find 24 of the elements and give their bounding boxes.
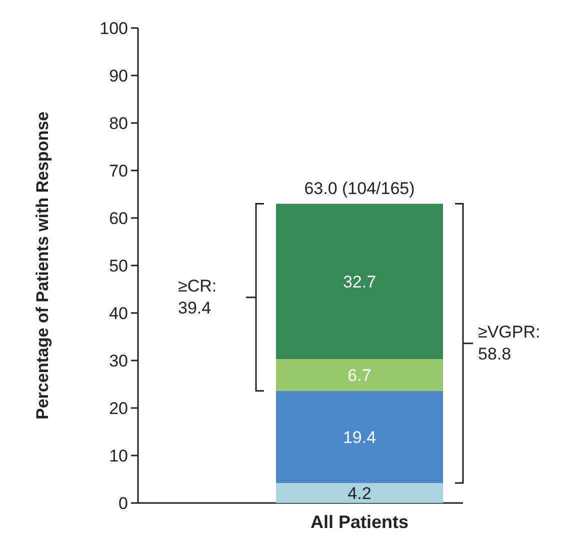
total-label: 63.0 (104/165) (304, 178, 415, 198)
data-label: 19.4 (342, 428, 376, 447)
y-tick-label: 100 (100, 19, 128, 38)
x-tick-label: All Patients (310, 512, 409, 532)
y-tick-label: 50 (109, 256, 128, 276)
text: ≥VGPR: 58.8 (478, 322, 540, 364)
bar (276, 359, 443, 391)
bar (276, 204, 443, 360)
y-tick-label: 70 (109, 162, 128, 180)
y-tick-label: 80 (109, 114, 128, 133)
y-tick-label: 20 (109, 399, 128, 418)
data-label: 4.2 (348, 484, 372, 504)
data-label: 6.7 (348, 366, 372, 385)
y-axis-title: Percentage of Patients with Response (33, 112, 52, 420)
y-tick-label: 0 (118, 494, 128, 513)
annotation: ≥CR: 39.4 (178, 276, 217, 318)
y-tick-label: 10 (109, 446, 128, 466)
y-tick-label: 40 (109, 304, 128, 323)
y-tick-label: 60 (109, 209, 128, 228)
data-label: 32.7 (342, 272, 376, 292)
bar (276, 483, 443, 503)
y-tick-label: 90 (109, 66, 128, 86)
bar (276, 390, 443, 484)
y-tick-label: 30 (109, 352, 128, 370)
